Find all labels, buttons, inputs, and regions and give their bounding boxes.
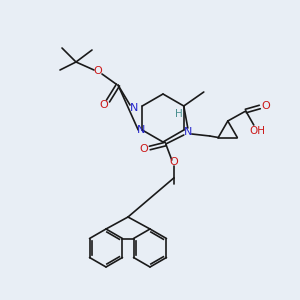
Text: N: N	[184, 127, 192, 137]
Text: O: O	[140, 144, 148, 154]
Text: H: H	[175, 109, 183, 119]
Text: O: O	[169, 157, 178, 167]
Text: O: O	[261, 101, 270, 111]
Text: O: O	[100, 100, 108, 110]
Text: N: N	[130, 103, 138, 113]
Text: N: N	[137, 125, 146, 135]
Text: O: O	[94, 66, 102, 76]
Text: OH: OH	[250, 126, 266, 136]
